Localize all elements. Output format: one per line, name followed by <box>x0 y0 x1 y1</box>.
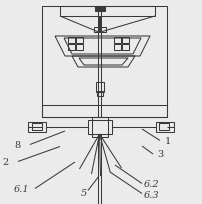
Bar <box>94 28 105 33</box>
Bar <box>159 123 169 130</box>
Text: 2: 2 <box>2 157 8 166</box>
Bar <box>88 120 112 134</box>
Text: 6.2: 6.2 <box>144 179 160 188</box>
Text: 5: 5 <box>81 188 87 197</box>
Bar <box>97 92 102 96</box>
Bar <box>96 83 103 93</box>
Bar <box>68 45 75 51</box>
Bar <box>32 123 42 130</box>
Bar <box>156 122 174 132</box>
Bar <box>114 38 121 44</box>
Bar <box>28 122 46 132</box>
Bar <box>76 38 83 44</box>
Bar <box>122 45 129 51</box>
Bar <box>114 45 121 51</box>
Bar <box>42 7 167 118</box>
Bar <box>122 38 129 44</box>
Bar <box>60 7 155 17</box>
Bar <box>42 105 167 118</box>
Text: 6.3: 6.3 <box>144 190 160 199</box>
Text: 3: 3 <box>157 150 163 159</box>
Text: 6.1: 6.1 <box>14 184 30 193</box>
Text: 1: 1 <box>165 136 171 145</box>
Bar <box>76 45 83 51</box>
Text: 8: 8 <box>14 140 20 149</box>
Bar <box>68 38 75 44</box>
Bar <box>92 118 108 137</box>
Bar <box>95 7 105 12</box>
